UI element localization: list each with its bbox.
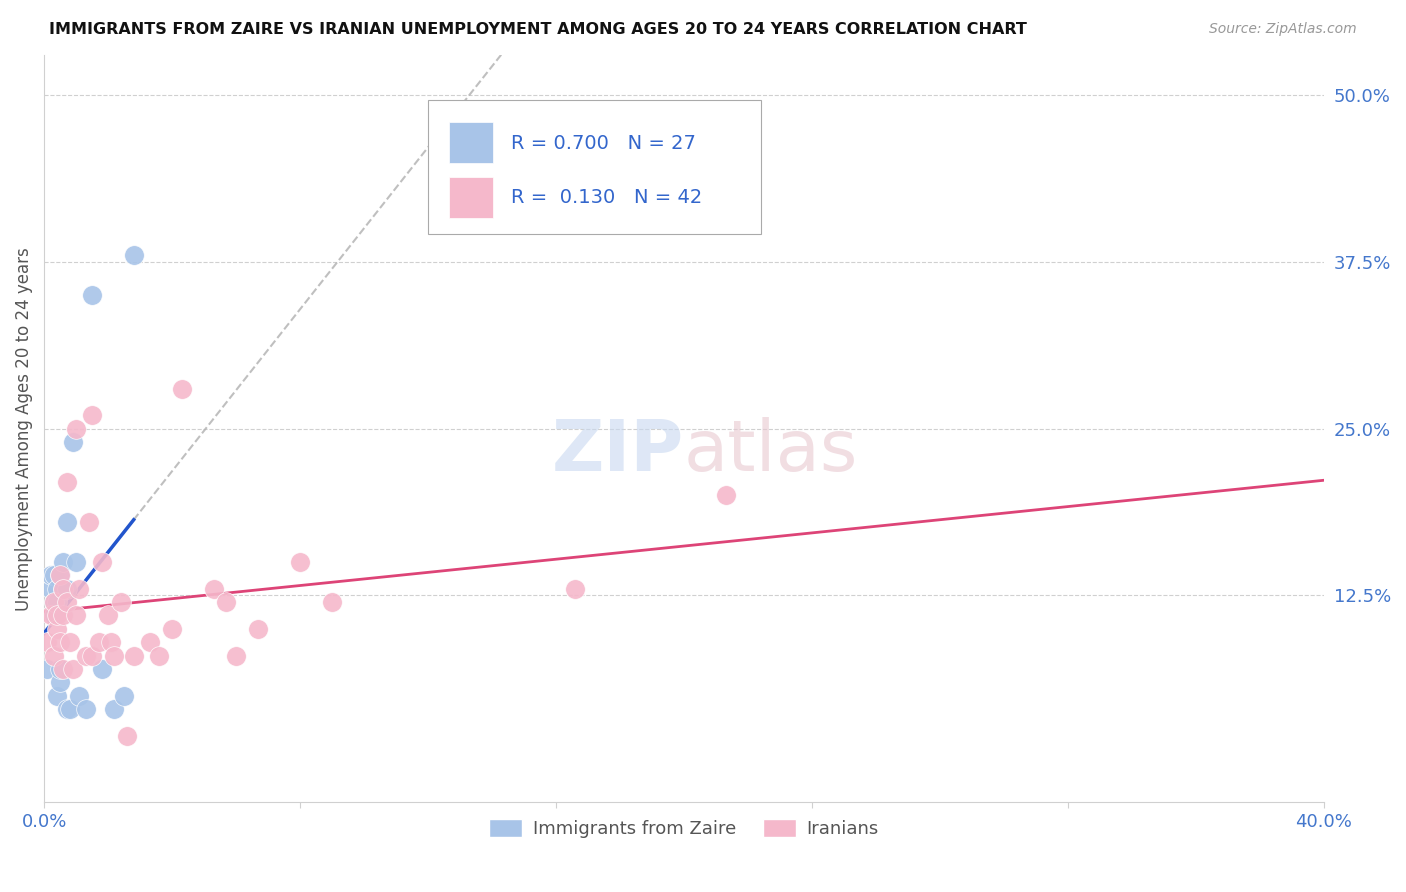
Text: R =  0.130   N = 42: R = 0.130 N = 42 [512,188,703,207]
Text: Source: ZipAtlas.com: Source: ZipAtlas.com [1209,22,1357,37]
Point [97,608,120,623]
Point [49,568,72,582]
FancyBboxPatch shape [427,100,761,235]
Point [67,582,90,596]
Point [90,555,112,569]
Point [52,608,75,623]
Point [67,689,90,703]
Point [288,555,311,569]
Text: R = 0.700   N = 27: R = 0.700 N = 27 [512,134,696,153]
Point [82,409,104,423]
Point [75,702,97,716]
Legend: Immigrants from Zaire, Iranians: Immigrants from Zaire, Iranians [482,812,886,846]
Point [39,608,62,623]
Point [75,648,97,663]
Point [100,635,122,649]
Point [37,635,59,649]
Point [55,582,77,596]
Point [45,608,67,623]
Point [87,635,110,649]
Point [247,622,270,636]
Point [52,582,75,596]
Point [49,675,72,690]
Point [52,582,75,596]
Point [65,555,87,569]
Point [39,568,62,582]
Point [82,648,104,663]
Y-axis label: Unemployment Among Ages 20 to 24 years: Unemployment Among Ages 20 to 24 years [15,247,32,611]
Point [39,582,62,596]
Point [62,662,84,676]
Point [55,702,77,716]
Point [103,702,125,716]
Point [45,689,67,703]
Point [225,648,247,663]
Point [52,662,75,676]
Point [170,382,193,396]
Bar [449,122,494,163]
Point [160,622,183,636]
Point [59,635,82,649]
Point [52,555,75,569]
Point [62,435,84,450]
Point [138,635,160,649]
Point [42,648,65,663]
Point [112,689,135,703]
Point [55,475,77,489]
Point [103,648,125,663]
Point [49,662,72,676]
Text: IMMIGRANTS FROM ZAIRE VS IRANIAN UNEMPLOYMENT AMONG AGES 20 TO 24 YEARS CORRELAT: IMMIGRANTS FROM ZAIRE VS IRANIAN UNEMPLO… [49,22,1028,37]
Point [49,568,72,582]
Point [65,608,87,623]
Point [122,648,145,663]
Point [59,702,82,716]
Point [45,622,67,636]
Point [42,568,65,582]
Point [148,648,170,663]
Point [45,595,67,609]
Point [564,582,586,596]
Bar [449,177,494,218]
Point [42,595,65,609]
Point [65,422,87,436]
Point [714,488,737,502]
Point [42,608,65,623]
Point [202,582,225,596]
Text: atlas: atlas [683,417,859,485]
Point [122,248,145,262]
Point [37,662,59,676]
Point [82,288,104,302]
Point [215,595,238,609]
Point [117,729,139,743]
Point [110,595,132,609]
Point [90,662,112,676]
Point [45,582,67,596]
Point [55,515,77,529]
Point [49,635,72,649]
Point [42,595,65,609]
Text: ZIP: ZIP [551,417,683,485]
Point [77,515,100,529]
Point [321,595,343,609]
Point [55,595,77,609]
